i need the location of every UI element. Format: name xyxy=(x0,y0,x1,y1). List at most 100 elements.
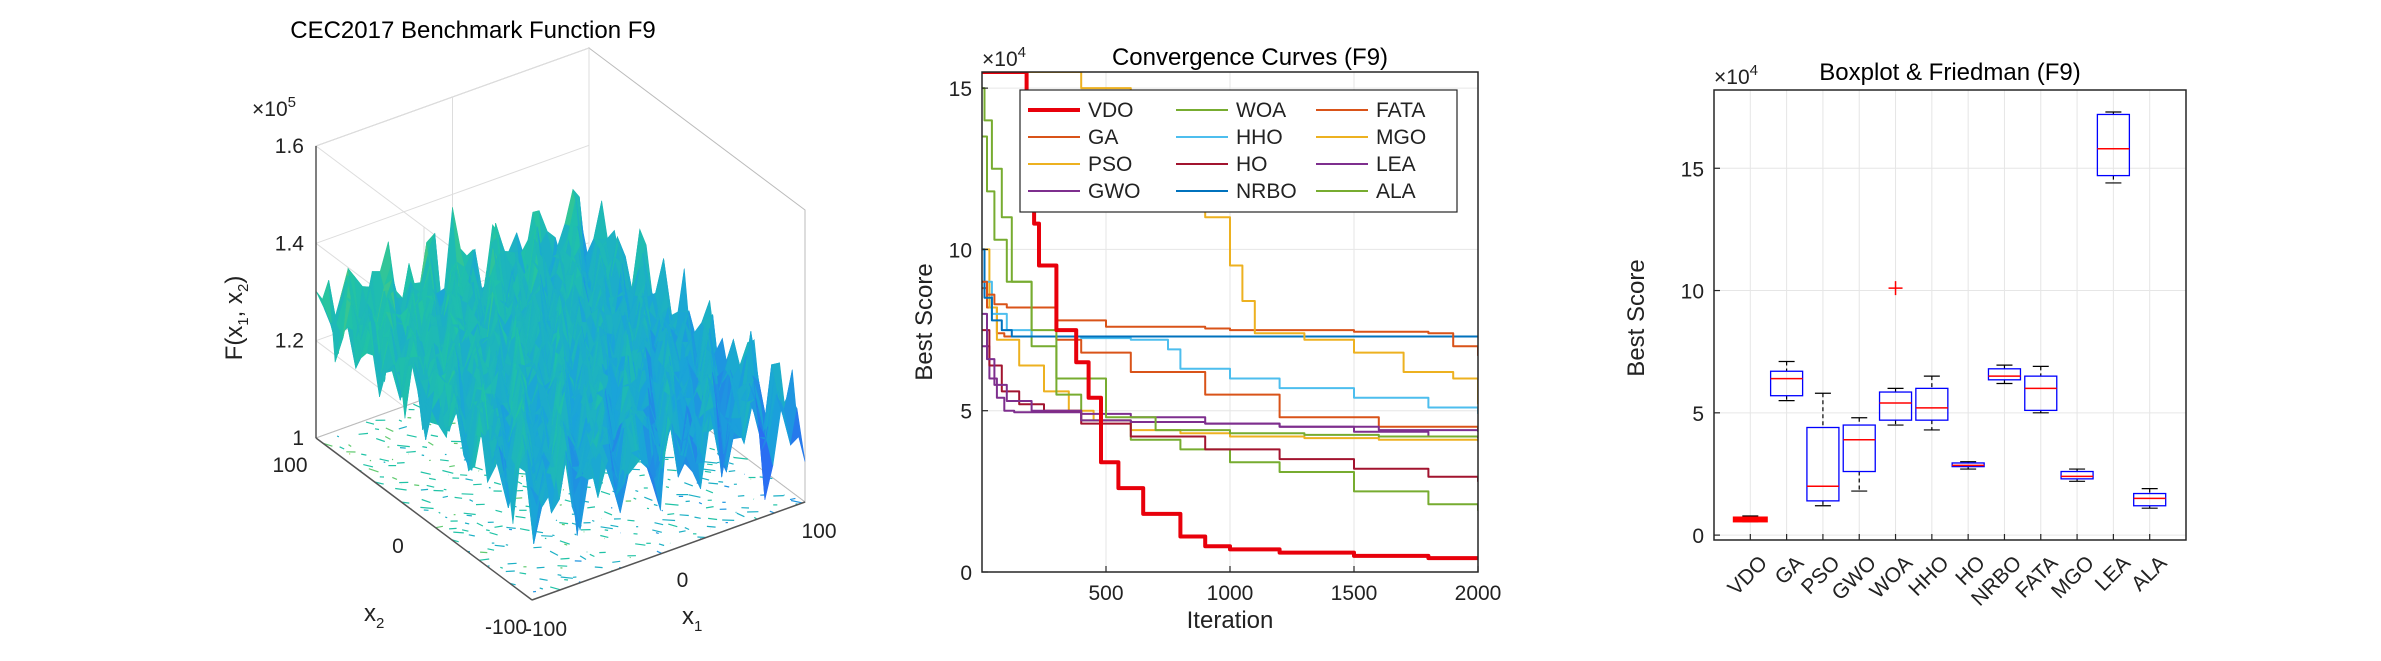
legend-label-ga: GA xyxy=(1088,126,1118,149)
x-tick-label: MGO xyxy=(2047,551,2099,603)
contour-segment xyxy=(488,486,491,489)
contour-segment xyxy=(449,465,455,468)
z-ticks: 1 1.2 1.4 1.6 xyxy=(275,135,305,450)
z-exponent: ×105 xyxy=(252,94,296,121)
contour-segment xyxy=(560,557,570,560)
contour-segment xyxy=(694,516,701,519)
contour-segment xyxy=(422,446,428,449)
contour-segment xyxy=(453,531,464,534)
contour-segment xyxy=(728,462,734,465)
contour-segment xyxy=(646,507,650,510)
legend-label-woa: WOA xyxy=(1236,99,1286,122)
contour-segment xyxy=(612,560,621,563)
series-line-nrbo xyxy=(982,248,1478,338)
axes-box xyxy=(1713,89,2187,541)
contour-segment xyxy=(639,474,645,477)
contour-segment xyxy=(736,512,745,518)
y-tick-label: 10 xyxy=(949,239,972,262)
contour-segment xyxy=(385,427,394,432)
legend-label-ala: ALA xyxy=(1376,180,1416,203)
contour-segment xyxy=(365,421,375,425)
contour-segment xyxy=(379,458,390,462)
contour-segment xyxy=(406,434,417,438)
contour-segment xyxy=(480,551,488,554)
y-ticks: -100 0 100 xyxy=(272,454,527,639)
contour-segment xyxy=(395,487,407,491)
contour-segment xyxy=(587,506,596,509)
contour-segment xyxy=(398,419,403,422)
contour-segment xyxy=(506,526,516,529)
box-ga xyxy=(1769,370,1804,397)
contour-segment xyxy=(678,530,686,533)
contour-segment xyxy=(610,524,619,528)
x-axis-label: Iteration xyxy=(1187,607,1274,634)
x-tick-label: 0 xyxy=(677,569,689,592)
contour-segment xyxy=(519,572,527,575)
contour-segment xyxy=(464,522,470,525)
contour-segment xyxy=(790,499,803,504)
contour-segment xyxy=(465,478,473,481)
legend-label-nrbo: NRBO xyxy=(1236,180,1297,203)
y-tick-label: 0 xyxy=(392,535,404,558)
contour-segment xyxy=(420,506,434,510)
convergence-panel: 500 1000 1500 2000 0 5 10 15 Convergence Curve… xyxy=(911,44,1501,634)
contour-segment xyxy=(396,462,405,464)
contour-segment xyxy=(684,527,690,531)
contour-segment xyxy=(589,553,595,558)
legend-label-lea: LEA xyxy=(1376,153,1416,176)
x-tick-label: 1500 xyxy=(1331,582,1378,605)
y-axis-label: Best Score xyxy=(1623,259,1650,376)
contour-segment xyxy=(564,499,571,503)
contour-segment xyxy=(600,490,611,495)
contour-segment xyxy=(652,529,662,533)
x-tick-label: ALA xyxy=(2127,551,2171,595)
contour-segment xyxy=(406,450,416,453)
legend: VDO GA PSO GWO WOA HHO HO NRBO FATA MGO LEA ALA xyxy=(1019,89,1458,213)
contour-segment xyxy=(667,513,675,516)
contour-segment xyxy=(398,426,407,430)
contour-segment xyxy=(494,544,505,547)
contour-segment xyxy=(668,523,678,528)
legend-label-mgo: MGO xyxy=(1376,126,1426,149)
contour-segment xyxy=(535,530,544,534)
legend-label-gwo: GWO xyxy=(1088,180,1141,203)
surface-facet xyxy=(790,408,806,462)
y-axis-line xyxy=(315,437,533,601)
contour-segment xyxy=(600,534,609,538)
contour-segment xyxy=(737,495,745,497)
surface-title: CEC2017 Benchmark Function F9 xyxy=(290,17,656,44)
contour-segment xyxy=(500,566,504,569)
contour-segment xyxy=(591,519,595,522)
contour-segment xyxy=(789,497,796,501)
contour-segment xyxy=(557,574,562,576)
contour-segment xyxy=(533,546,542,549)
plot-area xyxy=(1714,90,2186,540)
contour-segment xyxy=(421,454,425,457)
contour-segment xyxy=(665,486,670,489)
contour-segment xyxy=(485,529,490,532)
legend-label-vdo: VDO xyxy=(1088,99,1134,122)
contour-segment xyxy=(420,488,429,491)
contour-segment xyxy=(463,512,476,516)
contour-segment xyxy=(427,441,434,446)
contour-segment xyxy=(363,464,374,468)
convergence-title: Convergence Curves (F9) xyxy=(1112,44,1388,71)
contour-segment xyxy=(399,447,406,449)
z-tick-label: 1.4 xyxy=(275,232,305,255)
contour-segment xyxy=(468,534,475,537)
contour-segment xyxy=(487,548,495,551)
contour-segment xyxy=(473,483,482,486)
y-exponent: ×104 xyxy=(1714,62,1758,89)
contour-segment xyxy=(549,550,559,556)
contour-segment xyxy=(559,522,569,525)
contour-segment xyxy=(560,576,573,579)
contour-segment xyxy=(358,432,369,435)
contour-segment xyxy=(376,438,385,443)
contour-segment xyxy=(449,527,457,530)
contour-segment xyxy=(698,502,703,505)
boxplot-title: Boxplot & Friedman (F9) xyxy=(1819,59,2080,86)
contour-segment xyxy=(479,558,490,561)
contour-segment xyxy=(733,456,748,460)
box-ala xyxy=(2133,492,2167,507)
boxplot-panel: 0 5 10 15 VDOGAPSOGWOWOAHHOHONRBOFATAMGOLEA… xyxy=(1623,59,2187,611)
